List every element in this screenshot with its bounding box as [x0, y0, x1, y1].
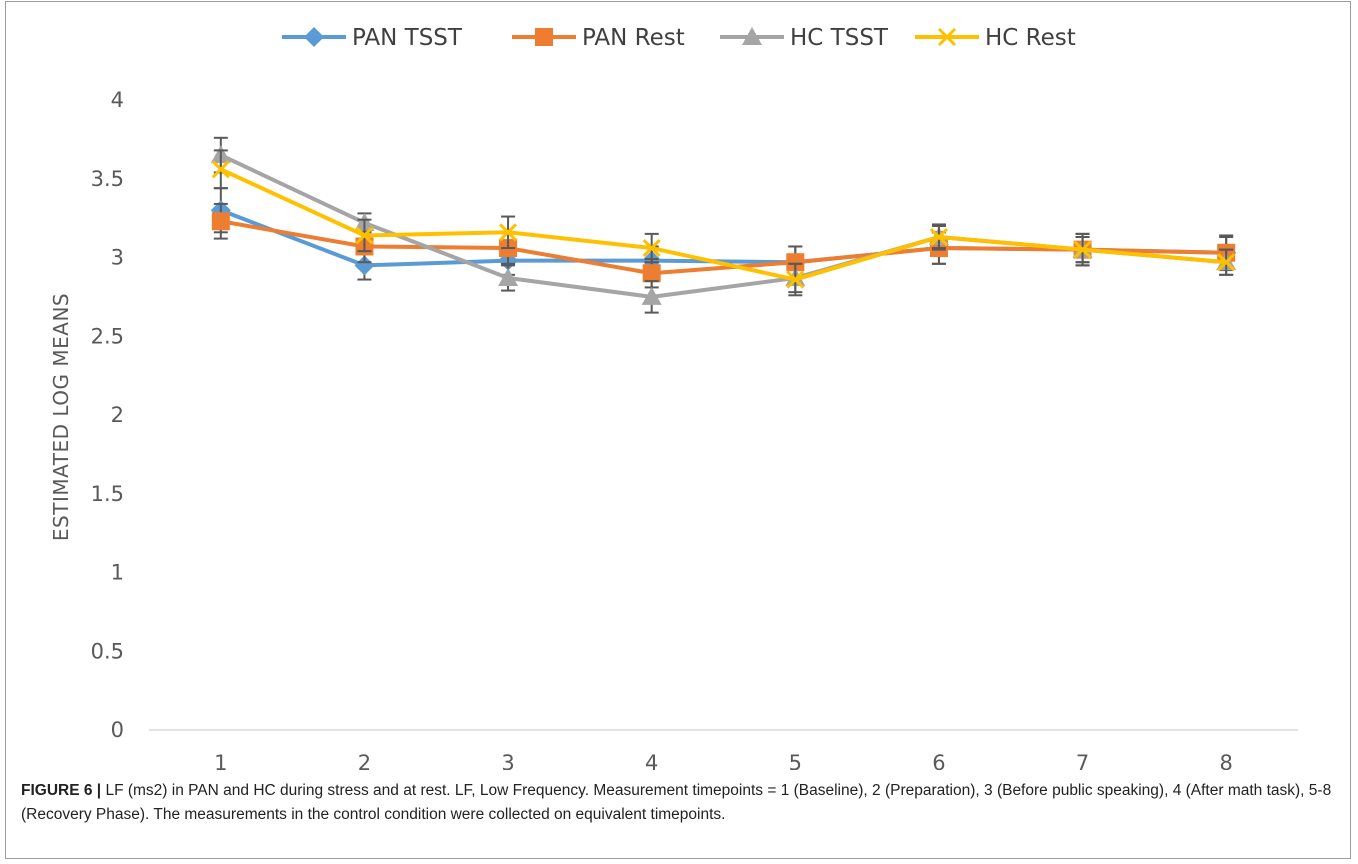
series-hc-rest [211, 149, 1236, 297]
legend: PAN TSST PAN Rest HC TSST HC Rest [282, 25, 1076, 51]
series-group [210, 136, 1237, 314]
x-tick-label: 2 [358, 751, 371, 770]
x-tick-label: 3 [501, 751, 514, 770]
y-tick-label: 2.5 [91, 324, 124, 348]
data-point [929, 227, 948, 247]
legend-marker [742, 27, 762, 45]
legend-item: PAN TSST [282, 25, 463, 51]
data-point [498, 267, 519, 286]
y-ticks: 0 0.5 1 1.5 2 2.5 3 3.5 4 [91, 88, 124, 742]
data-point [1073, 240, 1092, 259]
data-point [354, 255, 375, 276]
legend-label: PAN Rest [582, 25, 685, 51]
figure-frame [5, 1, 1351, 859]
x-ticks: 1 2 3 4 5 6 7 8 [214, 751, 1233, 770]
legend-marker [937, 27, 957, 47]
legend-label: PAN TSST [352, 25, 463, 51]
y-tick-label: 3 [111, 246, 124, 270]
y-tick-label: 1.5 [91, 482, 124, 506]
series-line [219, 167, 1227, 282]
legend-item: PAN Rest [512, 25, 685, 51]
data-point [641, 286, 662, 305]
caption-label: FIGURE 6 | [21, 782, 102, 799]
data-point [642, 238, 661, 258]
y-tick-label: 0 [111, 718, 124, 742]
y-tick-label: 2 [111, 403, 124, 427]
legend-label: HC TSST [790, 25, 889, 51]
data-point [642, 264, 661, 283]
legend-item: HC Rest [915, 25, 1076, 51]
caption-text: LF (ms2) in PAN and HC during stress and… [21, 782, 1332, 823]
x-tick-label: 8 [1220, 751, 1233, 770]
y-tick-label: 0.5 [91, 639, 124, 663]
legend-label: HC Rest [985, 25, 1076, 51]
x-tick-label: 1 [214, 751, 227, 770]
data-point [355, 226, 374, 245]
data-point [211, 160, 230, 179]
data-point [211, 212, 230, 231]
x-tick-label: 4 [645, 751, 658, 770]
data-point [786, 253, 805, 272]
legend-item: HC TSST [720, 25, 889, 51]
x-tick-label: 5 [789, 751, 802, 770]
y-tick-label: 4 [111, 88, 124, 112]
x-tick-label: 7 [1076, 751, 1089, 770]
x-tick-label: 6 [932, 751, 945, 770]
line-chart: PAN TSST PAN Rest HC TSST HC Rest ESTIMATED… [49, 25, 1298, 770]
y-axis-label: ESTIMATED LOG MEANS [49, 293, 73, 541]
legend-marker [304, 27, 324, 47]
data-point [499, 223, 518, 242]
data-point [1217, 253, 1236, 272]
y-tick-label: 3.5 [91, 167, 124, 191]
legend-marker [535, 28, 553, 46]
y-tick-label: 1 [111, 561, 124, 585]
data-point [786, 270, 805, 289]
figure-caption: FIGURE 6 | LF (ms2) in PAN and HC during… [21, 779, 1346, 827]
